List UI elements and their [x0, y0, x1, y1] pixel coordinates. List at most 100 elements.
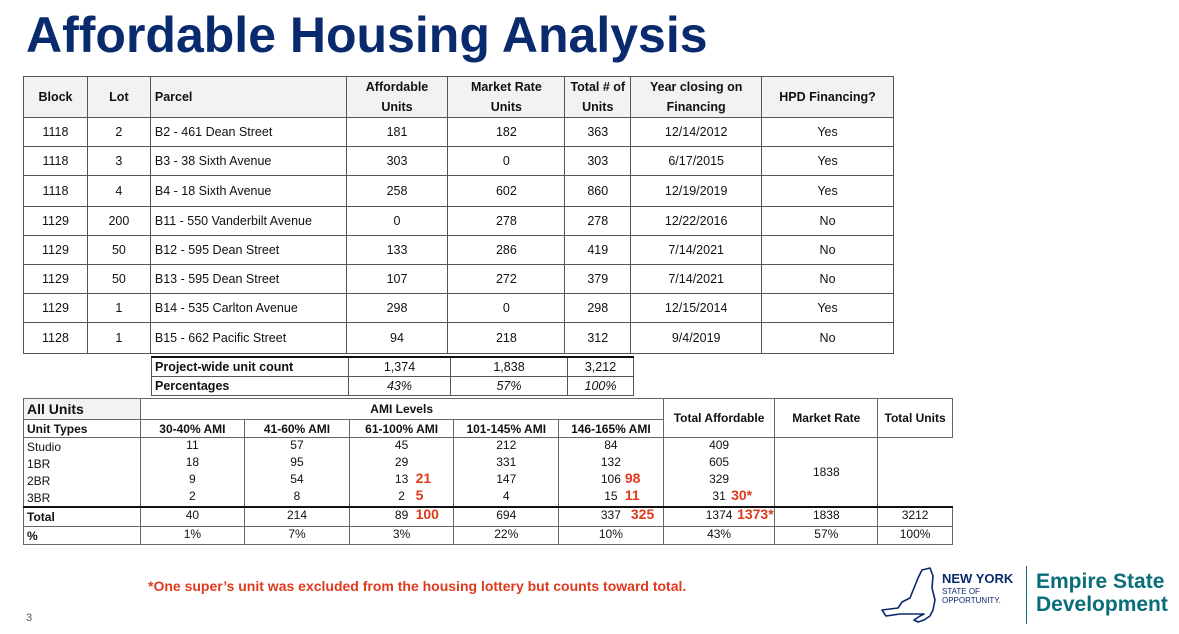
header-year: Year closing on Financing — [630, 76, 763, 118]
parcel-cell-affordable: 94 — [345, 322, 449, 354]
parcel-cell-block: 1118 — [23, 117, 88, 147]
ami-cell-30-40-wrap: 9 — [144, 472, 242, 489]
parcel-row: 1129 1 B14 - 535 Carlton Avenue 298 0 298 12/1… — [23, 293, 894, 323]
ami-unit-type: 3BR — [23, 489, 141, 507]
esd-wordmark-line2: Development — [1036, 593, 1168, 616]
parcel-cell-parcel: B3 - 38 Sixth Avenue — [149, 146, 347, 176]
ami-header-146-165: 146-165% AMI — [558, 419, 664, 438]
ami-pct-a1-value: 1% — [183, 527, 202, 541]
ami-cell-30-40: 18 — [139, 455, 246, 472]
parcel-cell-lot: 200 — [86, 206, 151, 236]
ami-pct-tu-value: 100% — [899, 527, 931, 541]
ami-cell-146-165-wrap: 84 — [562, 438, 660, 455]
parcel-cell-affordable: 0 — [345, 206, 449, 236]
header-market-line1: Market Rate — [470, 80, 542, 94]
parcel-cell-hpd: Yes — [761, 146, 894, 176]
parcel-cell-hpd: Yes — [761, 175, 894, 207]
ami-total-affordable-revised-value: 1373* — [737, 506, 774, 522]
ami-cell-61-100-revised-value: 5 — [415, 487, 424, 503]
ami-pct-a2-wrap: 7% — [248, 527, 346, 544]
ami-cell-146-165: 84 — [558, 437, 664, 455]
parcel-cell-year: 7/14/2021 — [630, 235, 763, 265]
header-affordable-line2: Units — [381, 100, 413, 114]
parcel-cell-market: 272 — [447, 264, 566, 294]
parcel-cell-total: 860 — [564, 175, 632, 207]
parcel-cell-market: 278 — [447, 206, 566, 236]
header-hpd: HPD Financing? — [761, 76, 894, 118]
nys-tagline-line2: OPPORTUNITY. — [942, 596, 1001, 605]
parcel-cell-year: 9/4/2019 — [630, 322, 763, 354]
ami-cell-146-165-wrap: 132 — [562, 455, 660, 472]
parcel-cell-block: 1129 — [23, 293, 88, 323]
ami-cell-41-60: 54 — [244, 472, 350, 489]
total-affordable-header: Total Affordable — [662, 398, 776, 438]
esd-logo: NEW YORK STATE OF OPPORTUNITY. Empire Sta… — [880, 562, 1170, 630]
summary-count-affordable: 1,374 — [348, 356, 451, 377]
ami-cell-146-165: 132 — [558, 455, 664, 472]
parcel-cell-parcel: B11 - 550 Vanderbilt Avenue — [149, 206, 347, 236]
ami-row: Studio 11 57 45 212 84 409 1838 — [23, 437, 953, 508]
ami-cell-41-60-value: 57 — [290, 438, 304, 452]
all-units-label: All Units — [23, 398, 141, 420]
parcel-cell-market: 0 — [447, 293, 566, 323]
ami-cell-total-affordable: 605 — [662, 455, 776, 472]
ami-cell-146-165: 15 11 — [558, 487, 664, 507]
parcel-cell-block: 1129 — [23, 235, 88, 265]
parcel-cell-affordable: 258 — [345, 175, 449, 207]
ami-pct-a3-wrap: 3% — [353, 527, 451, 544]
ami-header-30-40: 30-40% AMI — [139, 419, 246, 438]
parcel-cell-lot: 50 — [86, 264, 151, 294]
ami-cell-146-165-revised-value: 11 — [624, 487, 640, 503]
parcel-cell-parcel: B12 - 595 Dean Street — [149, 235, 347, 265]
ami-cell-101-145-wrap: 147 — [457, 472, 555, 489]
parcel-cell-year: 12/15/2014 — [630, 293, 763, 323]
parcel-cell-affordable: 303 — [345, 146, 449, 176]
parcel-cell-parcel: B15 - 662 Pacific Street — [149, 322, 347, 354]
ami-top-header-row: All Units AMI Levels Total Affordable Ma… — [23, 398, 953, 438]
ami-total-market-rate-wrap: 1838 — [778, 508, 874, 526]
parcel-cell-year: 12/22/2016 — [630, 206, 763, 236]
header-total-line1: Total # of — [570, 80, 626, 94]
ami-total-101-145: 694 — [453, 506, 560, 527]
ami-market-rate-value: 1838 — [774, 437, 879, 508]
ami-pct-a4-wrap: 22% — [457, 527, 555, 544]
summary-pct-row: Percentages 43% 57% 100% — [151, 376, 634, 396]
parcel-cell-total: 278 — [564, 206, 632, 236]
ami-total-101-145-wrap: 694 — [457, 508, 555, 526]
ami-cell-41-60: 57 — [244, 437, 350, 455]
ami-cell-146-165-wrap: 106 98 — [562, 470, 660, 489]
parcel-cell-hpd: No — [761, 206, 894, 236]
ami-cell-61-100-value: 2 — [398, 489, 405, 503]
page-title: Affordable Housing Analysis — [26, 7, 708, 63]
ami-cell-total-affordable-wrap: 31 30* — [667, 487, 772, 506]
ami-total-146-165-wrap: 337 325 — [562, 506, 660, 526]
header-block: Block — [23, 76, 88, 118]
parcel-table: Block Lot Parcel Affordable Units Market … — [23, 76, 894, 354]
header-total: Total # of Units — [564, 76, 632, 118]
ami-cell-41-60-value: 95 — [290, 455, 304, 469]
parcel-row: 1118 4 B4 - 18 Sixth Avenue 258 602 860 12/19/… — [23, 175, 894, 207]
parcel-cell-total: 419 — [564, 235, 632, 265]
ami-total-row: Total 40 214 89 100 694 337 325 1374 1373* 1838 321… — [23, 506, 953, 527]
parcel-cell-hpd: Yes — [761, 117, 894, 147]
ami-cell-146-165-revised-value: 98 — [624, 470, 641, 486]
ami-table: All Units AMI Levels Total Affordable Ma… — [23, 398, 953, 545]
summary-count-total: 3,212 — [567, 356, 634, 377]
parcel-cell-total: 363 — [564, 117, 632, 147]
ami-total-30-40-wrap: 40 — [144, 508, 242, 526]
ami-cell-30-40-value: 11 — [186, 438, 199, 452]
ami-total-affordable: 1374 1373* — [662, 506, 776, 527]
ami-cell-101-145: 212 — [453, 437, 560, 455]
parcel-cell-market: 0 — [447, 146, 566, 176]
parcel-cell-market: 218 — [447, 322, 566, 354]
parcel-cell-lot: 4 — [86, 175, 151, 207]
nys-wordmark: NEW YORK — [942, 571, 1014, 586]
ami-cell-total-affordable-revised-value: 30* — [731, 487, 753, 503]
unit-types-label: Unit Types — [23, 419, 141, 438]
header-affordable: Affordable Units — [345, 76, 449, 118]
ami-cell-total-affordable-wrap: 409 — [667, 438, 772, 455]
ami-total-affordable-wrap: 1374 1373* — [667, 506, 774, 526]
ami-cell-61-100-value: 13 — [394, 472, 409, 486]
summary-count-market: 1,838 — [450, 356, 568, 377]
